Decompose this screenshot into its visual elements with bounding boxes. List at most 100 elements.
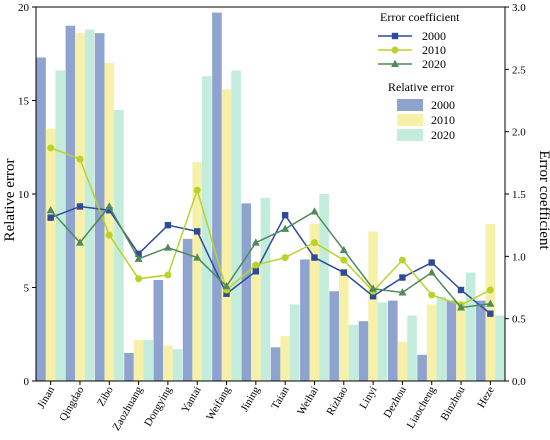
bar-2020-rizhao (348, 324, 359, 381)
point-2000-binzhou (457, 286, 465, 294)
bar-2000-qingdao (65, 25, 76, 381)
x-tick-label-rizhao: Rizhao (324, 384, 350, 417)
bar-2020-qingdao (84, 29, 95, 381)
point-2000-qingdao (76, 203, 84, 210)
bar-2020-zaozhuang (143, 339, 153, 381)
y-right-tick-label-2.5: 2.5 (512, 64, 526, 76)
line-legend-title: Error coefficient (380, 10, 460, 24)
line-2010 (50, 147, 491, 306)
x-tick-label-dezhou: Dezhou (382, 384, 410, 420)
bar-2020-taian (289, 304, 300, 381)
line-legend-marker-2000 (391, 32, 399, 40)
point-2000-liaocheng (428, 259, 435, 266)
line-2020 (50, 205, 491, 309)
bar-2000-binzhou (446, 300, 457, 381)
y-right-tick-label-0.5: 0.5 (512, 314, 526, 326)
line-legend-label-2000: 2000 (422, 29, 446, 43)
bar-2020-heze (495, 315, 505, 381)
bar-2020-dongying (172, 349, 183, 381)
bar-2000-dongying (153, 280, 164, 381)
point-2000-zibo (106, 207, 113, 214)
bar-legend-swatch-2020 (397, 129, 423, 141)
bar-2000-linyi (358, 321, 369, 381)
x-tick-label-weihai: Weihai (295, 385, 321, 418)
y-axis-left-title: Relative error (2, 159, 18, 242)
y-right-tick-label-2.0: 2.0 (512, 127, 526, 139)
x-tick-label-jining: Jining (239, 384, 263, 414)
line-legend-label-2010: 2010 (422, 43, 446, 57)
bar-2000-jining (241, 203, 252, 381)
x-tick-label-heze: Heze (475, 384, 497, 410)
x-tick-label-qingdao: Qingdao (57, 384, 87, 423)
y-axis-right-title: Error coefficient (536, 150, 550, 250)
point-2020-weihai (310, 207, 319, 215)
bar-2010-yantai (192, 162, 203, 381)
point-2020-dezhou (398, 288, 407, 296)
line-legend-label-2020: 2020 (422, 57, 446, 71)
x-tick-label-zibo: Zibo (95, 384, 116, 408)
point-2020-rizhao (339, 245, 348, 254)
y-left-tick-label-10: 10 (18, 189, 30, 201)
bar-2010-weifang (221, 89, 232, 381)
bar-2010-binzhou (456, 300, 466, 381)
point-2010-taian (281, 254, 289, 262)
bar-2010-zibo (104, 63, 115, 381)
y-right-tick-label-3.0: 3.0 (512, 2, 526, 14)
point-2000-jining (252, 268, 260, 275)
bar-2020-linyi (377, 302, 388, 381)
point-2020-linyi (369, 284, 378, 292)
bar-2000-weifang (212, 12, 222, 382)
bar-2010-jinan (45, 128, 56, 381)
x-tick-label-jinan: Jinan (35, 384, 57, 411)
point-2020-jinan (46, 206, 55, 214)
bar-2020-jinan (55, 70, 66, 381)
point-2000-heze (487, 310, 494, 317)
x-tick-label-binzhou: Binzhou (439, 384, 468, 423)
y-left-tick-label-0: 0 (24, 376, 30, 388)
bar-2020-zibo (114, 109, 124, 381)
point-2010-dezhou (398, 256, 406, 264)
point-2000-yantai (194, 228, 201, 235)
point-2020-liaocheng (427, 268, 436, 276)
bar-2020-weifang (231, 70, 241, 381)
bar-2000-zibo (94, 33, 105, 382)
bar-legend-label-2020: 2020 (431, 128, 455, 142)
point-2020-yantai (193, 253, 202, 261)
bar-2020-dezhou (407, 315, 417, 381)
bar-2000-weihai (300, 259, 310, 381)
bar-2000-heze (475, 300, 486, 381)
bar-2020-binzhou (465, 272, 476, 381)
bar-2010-zaozhuang (133, 339, 144, 381)
point-2000-linyi (369, 293, 377, 300)
bars (36, 12, 505, 382)
point-2010-zibo (105, 231, 113, 239)
line-legend-marker-2020 (391, 59, 399, 67)
bar-2020-jining (260, 197, 271, 381)
point-2020-dongying (163, 243, 172, 251)
bar-2020-liaocheng (436, 296, 447, 381)
bar-2000-taian (270, 347, 281, 381)
point-2010-liaocheng (428, 291, 436, 299)
bar-legend-label-2000: 2000 (431, 98, 455, 112)
point-2000-weifang (223, 290, 230, 297)
point-2010-yantai (193, 186, 201, 194)
point-2010-jinan (47, 144, 55, 152)
point-2020-zibo (105, 202, 114, 210)
point-2000-rizhao (340, 269, 347, 276)
y-right-tick-label-0.0: 0.0 (512, 376, 526, 388)
lines (46, 144, 495, 317)
x-tick-label-weifang: Weifang (204, 384, 233, 422)
bar-2000-dezhou (388, 300, 398, 381)
point-2020-binzhou (457, 303, 466, 311)
line-legend-marker-2010 (391, 46, 399, 54)
point-2020-heze (486, 299, 495, 307)
bar-2000-yantai (182, 238, 193, 381)
point-2000-zaozhuang (135, 250, 142, 258)
bar-2000-rizhao (329, 291, 339, 381)
bar-2010-linyi (368, 231, 378, 381)
point-2010-jining (252, 261, 260, 269)
bar-2010-taian (280, 336, 290, 381)
bar-2020-weihai (319, 194, 329, 381)
